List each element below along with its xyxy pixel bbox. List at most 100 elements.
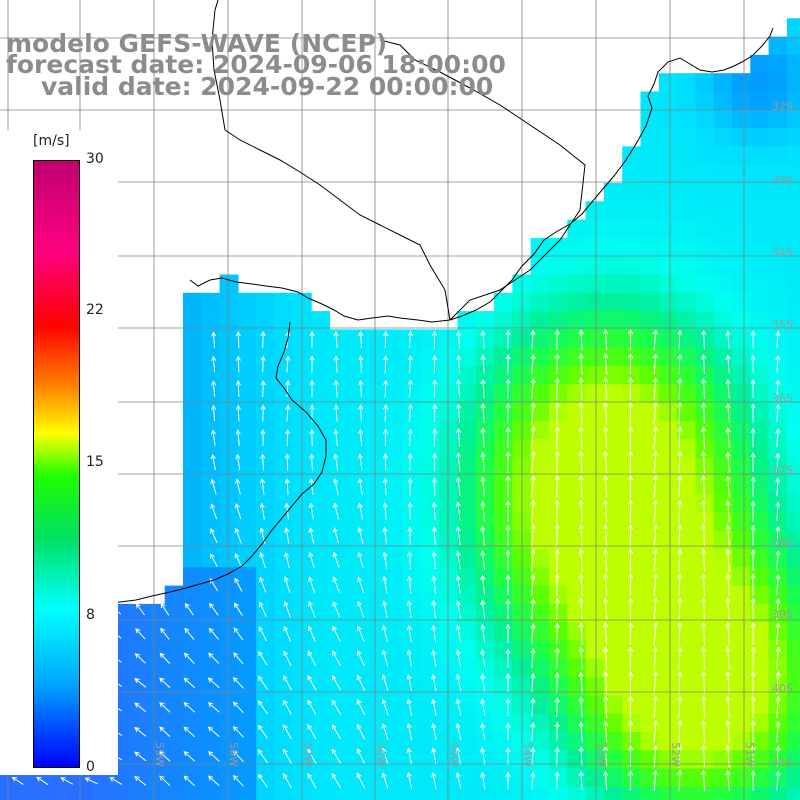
wind-cell [530, 603, 550, 623]
wind-cell [786, 384, 800, 404]
wind-cell [475, 402, 495, 422]
wind-cell [585, 768, 605, 788]
wind-cell [585, 567, 605, 587]
wind-cell [329, 457, 349, 477]
wind-cell [567, 695, 587, 715]
wind-arrow [677, 769, 683, 792]
wind-cell [658, 750, 678, 770]
wind-cell [439, 585, 459, 605]
wind-cell [677, 366, 696, 385]
wind-arrow [602, 352, 609, 376]
wind-cell [183, 768, 202, 788]
wind-arrow [578, 474, 584, 499]
wind-cell [201, 658, 221, 678]
wind-arrow [505, 673, 511, 692]
wind-cell [256, 457, 276, 477]
wind-cell [311, 402, 330, 422]
wind-arrow [407, 551, 413, 569]
wind-cell [183, 622, 202, 642]
wind-cell [713, 768, 733, 788]
wind-arrow [652, 329, 659, 350]
wind-arrow [652, 695, 659, 719]
lat-label-32S: 32S [772, 100, 793, 113]
wind-cell [713, 109, 733, 129]
wind-arrow [456, 330, 462, 349]
wind-arrow [578, 376, 584, 401]
wind-cell [585, 402, 605, 422]
wind-cell [420, 530, 440, 550]
wind-arrow [554, 353, 560, 375]
wind-cell [677, 219, 696, 239]
wind-arrow [358, 428, 364, 447]
wind-cell [677, 713, 696, 733]
wind-arrow [407, 526, 413, 545]
wind-cell [384, 549, 404, 568]
wind-arrow [382, 453, 389, 471]
wind-arrow [159, 652, 171, 664]
wind-arrow [775, 330, 781, 349]
wind-cell [786, 274, 800, 294]
wind-cell [366, 567, 385, 587]
wind-arrow [750, 403, 756, 423]
wind-cell [530, 512, 550, 532]
wind-arrow [184, 602, 194, 616]
wind-cell [201, 732, 221, 751]
wind-cell [530, 622, 550, 642]
wind-arrow [11, 776, 24, 786]
wind-cell [201, 384, 221, 404]
wind-cell [402, 768, 422, 788]
wind-cell [219, 786, 239, 800]
wind-cell [457, 640, 477, 660]
wind-arrow [480, 722, 486, 741]
wind-arrow [775, 598, 781, 620]
title-forecast-date: forecast date: 2024-09-06 18:00:00 [6, 50, 506, 79]
wind-cell [219, 567, 239, 587]
wind-cell [732, 311, 751, 330]
wind-cell [457, 677, 477, 696]
lon-label-51W: 51W [743, 742, 756, 767]
wind-arrow [530, 425, 536, 450]
lat-label-34S: 34S [772, 246, 793, 259]
wind-cell [164, 713, 184, 733]
wind-arrow [554, 672, 560, 693]
wind-cell [732, 732, 751, 751]
wind-arrow [283, 600, 291, 618]
wind-arrow [602, 523, 609, 548]
wind-cell [347, 530, 367, 550]
wind-arrow [701, 523, 707, 548]
wind-cell [256, 658, 276, 678]
wind-cell [768, 786, 788, 800]
wind-cell [494, 732, 513, 751]
wind-arrow [505, 329, 511, 350]
wind-arrow [677, 450, 683, 474]
wind-cell [183, 658, 202, 678]
wind-cell [585, 512, 605, 532]
wind-arrow [455, 501, 461, 521]
wind-cell [494, 292, 513, 312]
wind-cell [384, 677, 404, 696]
wind-cell [311, 750, 330, 770]
wind-cell [384, 439, 404, 459]
wind-cell [585, 439, 605, 459]
wind-cell [347, 512, 367, 532]
wind-arrow [677, 719, 683, 744]
wind-cell [549, 256, 568, 276]
wind-arrow [602, 695, 609, 719]
wind-cell [475, 420, 495, 440]
wind-cell [677, 256, 696, 276]
wind-arrow [333, 404, 339, 422]
wind-cell [146, 622, 166, 642]
wind-cell [768, 603, 788, 623]
coastline-brazil [449, 27, 774, 321]
wind-cell [347, 329, 367, 349]
wind-arrow [259, 502, 265, 520]
wind-arrow [209, 602, 219, 616]
wind-arrow [505, 722, 511, 741]
wind-cell [768, 274, 788, 294]
wind-cell [786, 311, 800, 330]
wind-arrow [627, 719, 634, 744]
wind-arrow [406, 698, 413, 716]
wind-arrow [627, 745, 634, 767]
wind-cell [768, 512, 788, 532]
wind-cell [567, 475, 587, 495]
